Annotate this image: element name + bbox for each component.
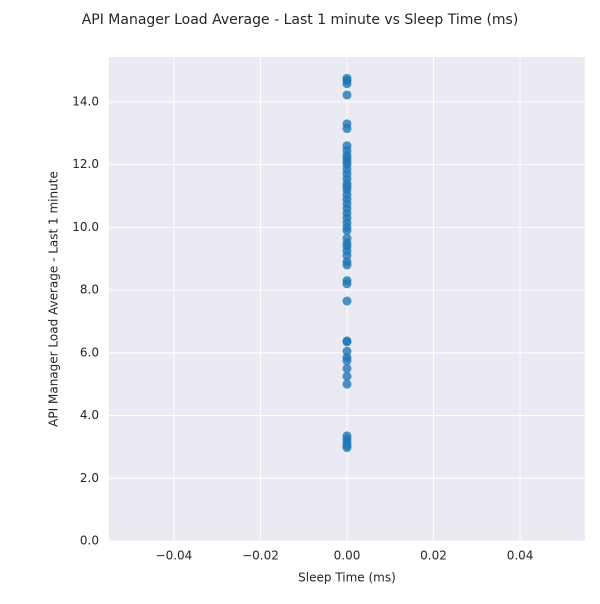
y-tick-label: 8.0 [80,283,99,297]
point [342,251,352,261]
point [342,363,352,373]
chart-title: API Manager Load Average - Last 1 minute… [82,12,519,28]
point [342,225,352,235]
point [342,379,352,389]
x-axis-label: Sleep Time (ms) [298,571,396,585]
point [342,79,352,89]
point [342,90,352,100]
point [342,124,352,134]
y-axis-label: API Manager Load Average - Last 1 minute [47,171,61,427]
point [342,337,352,347]
x-tick-label: 0.04 [507,549,534,563]
point [342,346,352,356]
point [342,443,352,453]
x-tick-label: 0.00 [334,549,361,563]
x-tick-label: 0.02 [420,549,447,563]
point [342,356,352,366]
y-tick-label: 2.0 [80,471,99,485]
point [342,296,352,306]
y-tick-label: 0.0 [80,534,99,548]
point [342,371,352,381]
y-tick-label: 4.0 [80,408,99,422]
y-tick-label: 14.0 [72,94,99,108]
y-tick-label: 6.0 [80,345,99,359]
point [342,279,352,289]
y-tick-label: 10.0 [72,220,99,234]
x-tick-label: −0.04 [156,549,193,563]
y-tick-label: 12.0 [72,157,99,171]
point [342,260,352,270]
x-tick-label: −0.02 [242,549,279,563]
